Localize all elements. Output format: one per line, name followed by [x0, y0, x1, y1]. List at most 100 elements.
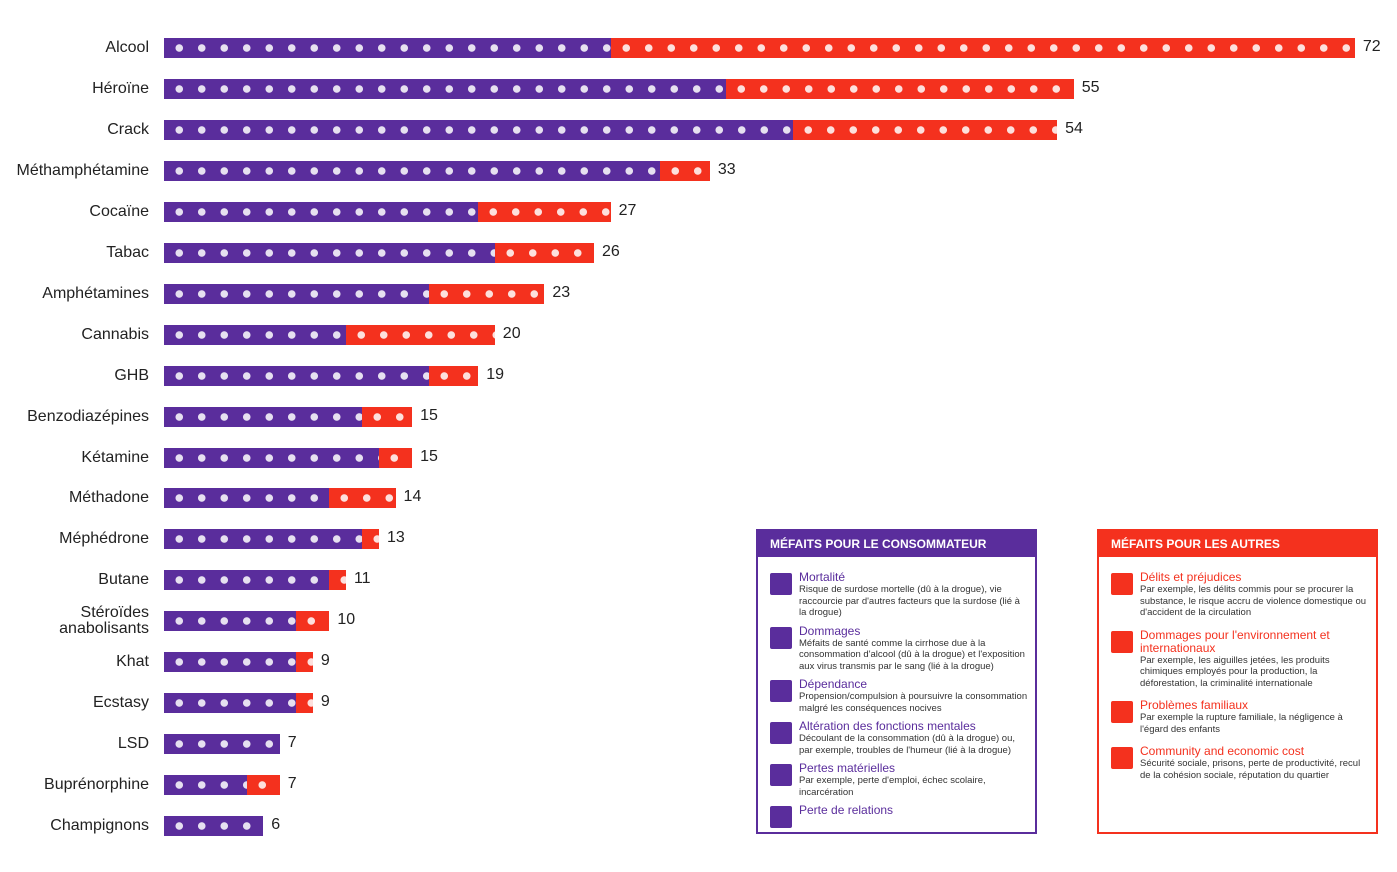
total-label: 72: [1362, 38, 1381, 55]
bar-segment: [164, 324, 346, 345]
bar-segment: [164, 693, 297, 714]
legend-item-description: Découlant de la consommation (dû à la dr…: [799, 733, 1015, 756]
bar-segment: [164, 447, 380, 468]
legend-item-name: Dommages pour l'environnement et interna…: [1140, 627, 1330, 655]
bar-segment: [362, 406, 413, 427]
category-label: Benzodiazépines: [27, 407, 149, 425]
legend-item-description: Risque de surdose mortelle (dû à la drog…: [799, 584, 1020, 618]
category-label: Cocaïne: [89, 202, 149, 220]
legend-item-description: Par exemple, les aiguilles jetées, les p…: [1140, 654, 1330, 689]
legend-item: Perte de relations: [758, 803, 1029, 828]
bar-segment: [164, 283, 429, 304]
legend-icon: [1111, 573, 1133, 595]
category-label: Stéroïdes anabolisants: [59, 604, 149, 638]
bar-segment: [164, 816, 264, 837]
bar-segment: [164, 529, 363, 550]
bar-segment: [164, 38, 611, 58]
category-label: Amphétamines: [42, 284, 149, 302]
legend-item-name: Pertes matérielles: [799, 761, 896, 775]
bar-segment: [610, 38, 1355, 58]
legend-item: Community and economic cost Sécurité soci…: [1099, 745, 1370, 781]
legend-box: MÉFAITS POUR LES AUTRES Délits et préjudi…: [1097, 529, 1378, 834]
bar-segment: [494, 242, 595, 263]
total-label: 13: [387, 529, 405, 547]
category-label: Méthamphétamine: [16, 161, 149, 179]
total-label: 55: [1081, 78, 1100, 96]
legend-item: Dommages Méfaits de santé comme la cirrho…: [758, 624, 1029, 673]
category-label: LSD: [117, 735, 149, 753]
bar-segment: [660, 160, 710, 181]
total-label: 54: [1065, 119, 1083, 137]
legend-item-name: Dépendance: [799, 677, 868, 691]
total-label: 7: [287, 734, 297, 752]
bar-segment: [428, 365, 479, 386]
category-label: Crack: [107, 120, 149, 138]
category-label: Alcool: [105, 39, 149, 56]
category-label: Tabac: [106, 243, 149, 261]
legend-item-name: Mortalité: [799, 570, 846, 584]
bar-segment: [296, 652, 313, 673]
total-label: 11: [353, 570, 371, 588]
bar-segment: [792, 119, 1058, 140]
bar-segment: [379, 447, 413, 468]
total-label: 14: [403, 488, 422, 506]
total-label: 15: [420, 447, 438, 465]
total-label: 15: [420, 406, 438, 424]
legend-icon: [770, 722, 792, 744]
legend-item-description: Par exemple, perte d'emploi, échec scola…: [799, 775, 986, 798]
legend-item: Mortalité Risque de surdose mortelle (dû …: [758, 571, 1029, 619]
total-label: 9: [320, 652, 330, 670]
bar-segment: [164, 611, 297, 632]
category-label: Méthadone: [68, 489, 149, 507]
bar-segment: [296, 611, 330, 632]
total-label: 19: [486, 365, 505, 383]
bar-segment: [478, 201, 611, 222]
category-label: Kétamine: [81, 448, 149, 466]
total-label: 20: [502, 324, 521, 342]
category-label: Butane: [98, 571, 149, 589]
legend-item-description: Par exemple la rupture familiale, la nég…: [1140, 712, 1343, 735]
bar-segment: [164, 160, 661, 181]
legend-item: Dommages pour l'environnement et interna…: [1099, 627, 1370, 690]
bar-segment: [246, 775, 280, 796]
legend-icon: [1111, 630, 1133, 653]
total-label: 26: [602, 242, 620, 260]
bar-segment: [296, 693, 313, 714]
legend-item-description: Méfaits de santé comme la cirrhose due à…: [799, 637, 1025, 672]
legend-box: MÉFAITS POUR LE CONSOMMATEUR Mortalité Ris…: [756, 529, 1037, 834]
bar-segment: [164, 570, 330, 591]
total-label: 33: [717, 160, 736, 178]
legend-item-name: Délits et préjudices: [1140, 570, 1242, 584]
category-label: Champignons: [50, 817, 149, 835]
legend-icon: [770, 764, 792, 786]
bar-segment: [362, 529, 379, 550]
bar-segment: [428, 283, 545, 304]
legend-icon: [1111, 701, 1133, 723]
legend-icon: [770, 626, 792, 649]
legend-item-name: Community and economic cost: [1140, 744, 1305, 758]
bar-segment: [164, 488, 330, 509]
bar-segment: [164, 406, 363, 427]
category-label: Méphédrone: [59, 530, 149, 548]
total-label: 6: [271, 816, 281, 834]
legend-item: Pertes matérielles Par exemple, perte d'e…: [758, 762, 1029, 798]
bar-segment: [726, 78, 1074, 99]
legend-item-name: Problèmes familiaux: [1140, 698, 1249, 712]
legend-icon: [770, 680, 792, 702]
total-label: 9: [320, 693, 330, 711]
bar-segment: [164, 365, 429, 386]
total-label: 7: [287, 775, 297, 793]
bar-segment: [164, 78, 727, 99]
legend-item: Délits et préjudices Par exemple, les dél…: [1099, 571, 1370, 619]
legend-list: Délits et préjudices Par exemple, les dél…: [1099, 557, 1376, 781]
total-label: 10: [337, 611, 356, 629]
legend-title: MÉFAITS POUR LE CONSOMMATEUR: [758, 531, 1035, 557]
legend-item-name: Perte de relations: [799, 803, 894, 817]
bar-segment: [164, 734, 280, 755]
legend-title: MÉFAITS POUR LES AUTRES: [1099, 531, 1376, 557]
legend-icon: [1111, 747, 1133, 769]
bar-segment: [345, 324, 495, 345]
bar-segment: [329, 570, 346, 591]
bar-segment: [164, 652, 297, 673]
